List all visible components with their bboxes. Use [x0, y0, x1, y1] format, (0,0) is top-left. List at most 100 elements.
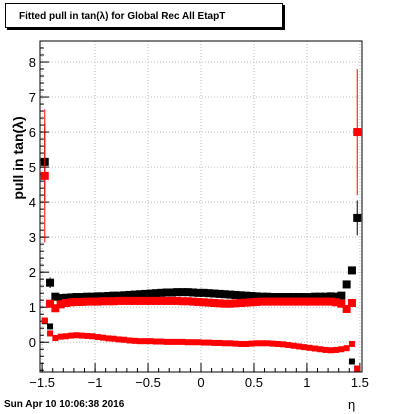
series-1-point	[321, 297, 330, 306]
series-1-lower-point	[152, 338, 159, 345]
series-0-point	[157, 288, 166, 297]
series-1-lower-point	[105, 335, 112, 342]
series-1-point	[326, 297, 335, 306]
series-1-lower-point	[301, 344, 308, 351]
y-tick-label: 8	[29, 55, 36, 70]
series-1-point	[284, 297, 293, 306]
series-0-point	[162, 288, 171, 297]
series-0-point	[342, 280, 351, 289]
series-1-lower-point	[285, 342, 292, 349]
series-1-point	[67, 298, 76, 307]
series-0-point	[67, 293, 76, 302]
series-1-lower-point	[280, 341, 287, 348]
series-1-point	[273, 297, 282, 306]
series-1-lower-point	[205, 339, 212, 346]
y-tick-label: 2	[29, 265, 36, 280]
series-0-point	[61, 293, 70, 302]
series-1-point	[93, 297, 102, 306]
series-1-lower-point	[190, 339, 197, 346]
series-1-point	[141, 296, 150, 305]
series-1-lower-point	[295, 343, 302, 350]
series-1-lower-point	[333, 346, 340, 353]
series-0-point	[199, 288, 208, 297]
series-0-point	[337, 291, 346, 300]
series-1-point	[72, 297, 81, 306]
series-1-point	[120, 296, 129, 305]
x-axis-label: η	[348, 397, 356, 412]
series-1-lower-point	[174, 338, 181, 345]
series-1-lower-point	[243, 340, 250, 347]
series-0-point	[125, 290, 134, 299]
series-0-point	[210, 289, 219, 298]
series-1-lower-point	[47, 330, 54, 337]
series-1-point	[194, 297, 203, 306]
series-1-lower-point	[348, 340, 355, 347]
series-1-point	[130, 296, 139, 305]
series-1-lower-point	[311, 345, 318, 352]
series-0-point	[109, 291, 118, 300]
series-1-lower-point	[232, 340, 239, 347]
series-1-point	[199, 298, 208, 307]
y-tick-label: 3	[29, 230, 36, 245]
series-1-point	[136, 296, 145, 305]
series-1-lower-point	[131, 337, 138, 344]
series-1-lower-point	[274, 340, 281, 347]
series-1-point	[263, 297, 272, 306]
series-1-lower-point	[211, 339, 218, 346]
series-1-lower-point	[62, 333, 69, 340]
series-1-lower-point	[126, 337, 133, 344]
series-1-point	[40, 171, 49, 180]
series-1-lower-point	[137, 338, 144, 345]
y-tick-label: 0	[29, 335, 36, 350]
series-0-point	[120, 291, 129, 300]
series-0-point	[321, 292, 330, 301]
series-1-lower-point	[343, 345, 350, 352]
x-tick-label: 0	[197, 375, 204, 390]
series-1-lower-point	[221, 340, 228, 347]
series-0-point	[194, 288, 203, 297]
series-0-point	[104, 291, 113, 300]
series-1-lower-point	[147, 338, 154, 345]
series-1-lower-point	[115, 336, 122, 343]
series-0-point	[242, 291, 251, 300]
series-0-point	[332, 292, 341, 301]
series-0-point	[231, 290, 240, 299]
series-1-point	[125, 296, 134, 305]
series-1-point	[247, 298, 256, 307]
series-0-point	[215, 289, 224, 298]
date-stamp: Sun Apr 10 10:06:38 2016	[4, 399, 125, 410]
series-1-lower-point	[184, 339, 191, 346]
series-0-point	[226, 290, 235, 299]
series-1-lower-point	[142, 338, 149, 345]
series-1-point	[151, 296, 160, 305]
series-0-point	[72, 293, 81, 302]
series-1-lower-point	[200, 339, 207, 346]
series-1-lower-point	[237, 340, 244, 347]
chart-title: Fitted pull in tan(λ) for Global Rec All…	[5, 3, 283, 28]
series-1-point	[242, 298, 251, 307]
series-1-point	[342, 304, 351, 313]
y-tick-label: 7	[29, 90, 36, 105]
series-0-point	[247, 291, 256, 300]
series-0-point	[294, 293, 303, 302]
series-1-lower-point	[89, 333, 96, 340]
series-1-lower-point	[168, 338, 175, 345]
series-1-point	[305, 297, 314, 306]
series-0-point	[189, 288, 198, 297]
series-0-point	[77, 293, 86, 302]
series-1-point	[294, 297, 303, 306]
series-0-point	[284, 293, 293, 302]
series-1-lower-point	[354, 365, 361, 372]
series-1-point	[236, 298, 245, 307]
series-1-point	[316, 297, 325, 306]
series-1-point	[257, 297, 266, 306]
series-0-point	[56, 294, 65, 303]
series-1-point	[226, 299, 235, 308]
series-1-lower-point	[327, 347, 334, 354]
series-1-lower-point	[179, 338, 186, 345]
series-1-lower-point	[163, 338, 170, 345]
series-1-point	[210, 298, 219, 307]
series-1-lower-point	[258, 340, 265, 347]
series-0-point	[236, 291, 245, 300]
series-1-lower-point	[317, 346, 324, 353]
